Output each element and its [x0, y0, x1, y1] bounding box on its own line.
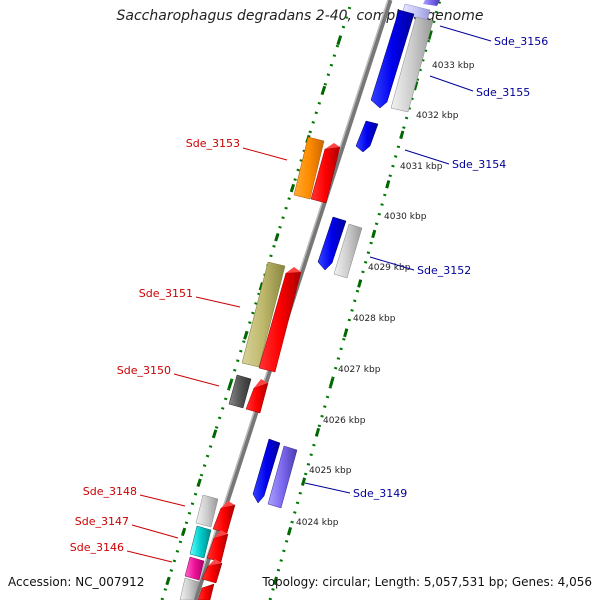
kbp-label: 4033 kbp — [432, 61, 475, 71]
tick-mark — [272, 576, 278, 586]
gene-arrow-blue — [317, 216, 347, 271]
gene-sde-3147 — [189, 525, 229, 563]
tick-mark — [385, 180, 391, 189]
gene-box-khaki — [241, 261, 286, 368]
gene-sde-3148 — [195, 494, 236, 534]
gene-arrow-head — [286, 267, 301, 273]
gene-label-sde-3156: Sde_3156 — [494, 35, 548, 48]
gene-arrow-blue — [355, 120, 379, 153]
gene-label-sde-3151: Sde_3151 — [139, 287, 193, 300]
tick-mark — [427, 31, 433, 40]
tick-mark — [180, 527, 187, 537]
gene-label-sde-3150: Sde_3150 — [117, 364, 171, 377]
tick-marks — [165, 31, 433, 586]
tick-mark — [289, 183, 296, 193]
kbp-label: 4026 kbp — [323, 416, 366, 426]
tick-mark — [274, 232, 280, 242]
gene-arrow-red — [245, 382, 269, 414]
gene-box-dark — [228, 374, 252, 409]
gene-label-sde-3146: Sde_3146 — [70, 541, 124, 554]
kbp-label: 4031 kbp — [400, 162, 443, 172]
gene-arrow-blue — [370, 9, 415, 109]
map-title: Saccharophagus degradans 2-40, complete … — [116, 8, 484, 24]
kbp-label: 4029 kbp — [368, 263, 411, 273]
gene-box-cyan — [189, 525, 212, 559]
gene-arrow-head — [254, 379, 268, 388]
gene-sde-3149 — [252, 438, 298, 509]
gene-label-sde-3153: Sde_3153 — [186, 137, 240, 150]
tick-mark — [399, 130, 405, 140]
gene-box-gray — [333, 223, 363, 279]
tick-mark — [243, 331, 249, 340]
gene-labels-right: Sde_3156 Sde_3155 Sde_3154 Sde_3152 Sde_… — [304, 25, 548, 500]
accession: Accession: NC_007912 — [8, 575, 145, 589]
tick-mark — [413, 81, 419, 90]
tick-mark — [212, 429, 218, 438]
gene-label-sde-3154: Sde_3154 — [452, 158, 506, 171]
tick-mark — [196, 478, 202, 488]
gene-box-orange — [293, 136, 325, 200]
tick-mark — [329, 378, 335, 387]
tick-mark — [165, 576, 171, 586]
gene-box-gray — [195, 494, 219, 528]
genome-summary: Topology: circular; Length: 5,057,531 bp… — [262, 575, 592, 589]
gene-arrow-blue — [252, 438, 281, 504]
kbp-label: 4028 kbp — [353, 314, 396, 324]
gene-arrow-red — [212, 504, 236, 534]
gene-arrow-red — [258, 271, 302, 373]
tick-mark — [286, 526, 293, 536]
tick-mark — [343, 328, 349, 338]
gene-label-sde-3152: Sde_3152 — [417, 264, 471, 277]
gene-arrow-head — [208, 559, 222, 566]
tick-mark — [315, 427, 321, 437]
gene-sde-3154 — [355, 120, 379, 153]
kbp-label: 4024 kbp — [296, 518, 339, 528]
gene-sde-3155 — [370, 9, 434, 113]
tick-mark — [300, 477, 307, 486]
gene-box-magenta — [184, 556, 205, 581]
gene-box-gray — [390, 16, 434, 113]
kbp-label: 4030 kbp — [384, 212, 427, 222]
tick-track-right — [268, 0, 442, 600]
kbp-scale: 4024 kbp 4025 kbp 4026 kbp 4027 kbp 4028… — [296, 61, 475, 528]
gene-label-sde-3149: Sde_3149 — [353, 487, 407, 500]
gene-arrow-head — [325, 143, 340, 149]
gene-sde-3151 — [241, 261, 302, 373]
gene-label-sde-3155: Sde_3155 — [476, 86, 530, 99]
tick-mark — [320, 85, 327, 95]
gene-sde-3146 — [179, 556, 223, 600]
gene-labels-left: Sde_3153 Sde_3151 Sde_3150 Sde_3148 Sde_… — [70, 137, 288, 563]
kbp-label: 4027 kbp — [338, 365, 381, 375]
kbp-label: 4025 kbp — [309, 466, 352, 476]
gene-arrow-red — [310, 146, 341, 204]
gene-box-purple — [267, 445, 298, 509]
tick-mark — [371, 229, 377, 239]
gene-sde-3152 — [317, 216, 363, 279]
kbp-label: 4032 kbp — [416, 111, 459, 121]
gene-box-purple — [423, 0, 440, 6]
gene-sde-3153 — [293, 136, 341, 204]
gene-arrow-head — [221, 501, 235, 508]
gene-arrow-red — [197, 583, 215, 600]
gene-label-sde-3148: Sde_3148 — [83, 485, 137, 498]
tick-mark — [258, 282, 264, 291]
gene-box-gray — [179, 577, 200, 600]
tick-mark — [357, 279, 363, 288]
tick-mark — [336, 36, 342, 46]
gene-label-sde-3147: Sde_3147 — [75, 515, 129, 528]
gene-sde-3150 — [228, 374, 269, 414]
gene-arrow-head — [214, 530, 228, 538]
tick-mark — [227, 380, 233, 389]
